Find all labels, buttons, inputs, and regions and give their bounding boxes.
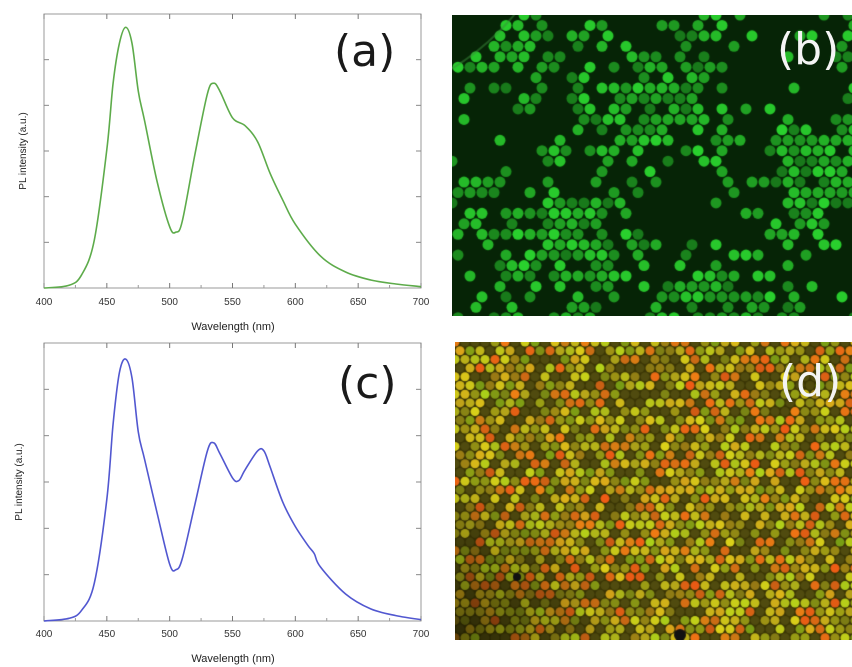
x-tick-label: 400 — [36, 297, 53, 308]
x-tick-label: 650 — [350, 297, 367, 308]
plot-a-xlabel: Wavelength (nm) — [191, 321, 274, 333]
x-tick-label: 550 — [224, 629, 241, 640]
plot-a-ticks: 400 450 500 550 600 650 700 — [36, 14, 430, 308]
spectrum-c-line — [43, 358, 422, 622]
panel-label-d: (d) — [779, 356, 842, 407]
x-tick-label: 450 — [98, 297, 115, 308]
plot-c-ticks: 400 450 500 550 600 650 700 — [36, 343, 430, 640]
x-tick-label: 500 — [161, 629, 178, 640]
x-tick-label: 650 — [350, 629, 367, 640]
x-tick-label: 550 — [224, 297, 241, 308]
x-tick-label: 450 — [98, 629, 115, 640]
x-tick-label: 700 — [413, 629, 430, 640]
plot-c-xlabel: Wavelength (nm) — [191, 653, 274, 665]
plot-a-ylabel: PL intensity (a.u.) — [18, 112, 29, 189]
micrograph-b-image — [452, 15, 852, 316]
x-tick-label: 400 — [36, 629, 53, 640]
x-tick-label: 600 — [287, 297, 304, 308]
plot-a: 400 450 500 550 600 650 700 Wavelength (nm) PL… — [18, 13, 430, 333]
plot-c: 400 450 500 550 600 650 700 Wavelength (nm) PL… — [14, 342, 430, 665]
panel-label-b: (b) — [777, 24, 840, 75]
plot-c-frame — [43, 342, 422, 622]
fluorescence-micrograph-d — [455, 342, 852, 640]
spectrum-a-line — [43, 26, 422, 289]
x-tick-label: 600 — [287, 629, 304, 640]
panel-label-a: (a) — [334, 26, 396, 77]
fluorescence-micrograph-b — [452, 15, 852, 316]
x-tick-label: 700 — [413, 297, 430, 308]
panel-label-c: (c) — [338, 358, 397, 409]
micrograph-d-image — [455, 342, 852, 640]
x-tick-label: 500 — [161, 297, 178, 308]
plot-c-ylabel: PL intensity (a.u.) — [14, 443, 25, 520]
